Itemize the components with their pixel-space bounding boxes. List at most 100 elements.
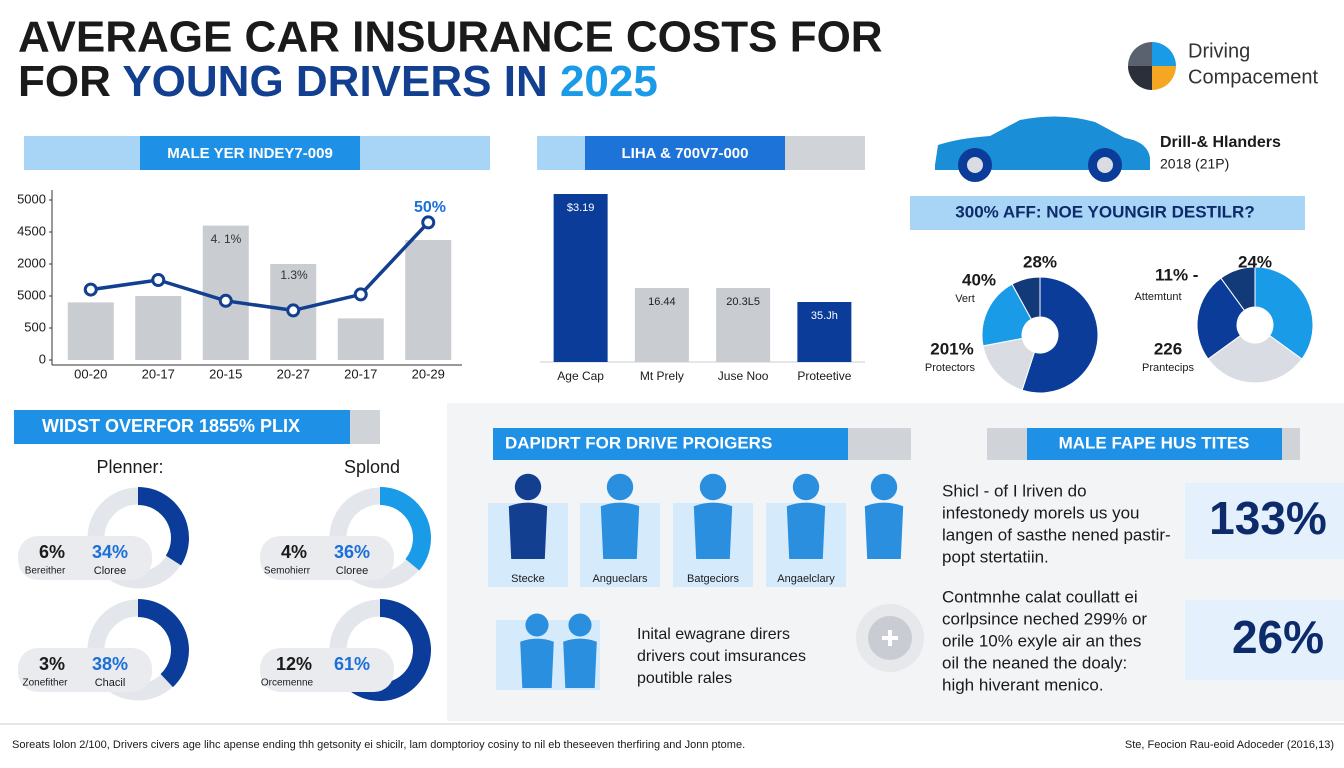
title-part: YOUNG DRIVERS IN — [122, 57, 547, 106]
gauge-caption: Chacil — [95, 677, 126, 689]
bar — [553, 194, 608, 362]
pie-slice — [1220, 266, 1256, 312]
banner — [140, 136, 360, 170]
gauge-side-label: 3% — [39, 654, 65, 674]
gauge-value: 36% — [334, 542, 370, 562]
gauge-pill — [18, 648, 152, 692]
title-part: FOR — [18, 57, 111, 106]
gauge-side-label: 6% — [39, 542, 65, 562]
people-title: DAPIDRT FOR DRIVE PROIGERS — [505, 433, 772, 452]
x-tick-label: 20-17 — [344, 366, 377, 381]
x-tick-label: 20-15 — [209, 366, 242, 381]
gauge-arc — [347, 599, 431, 701]
bar — [135, 296, 182, 360]
gauge-arc — [380, 487, 431, 571]
line — [90, 221, 430, 313]
line-point — [421, 215, 436, 230]
gauge-side-label: 4% — [281, 542, 307, 562]
person-body — [786, 502, 826, 559]
person-body — [600, 502, 640, 559]
paragraph-line: Contmnhe calat coullatt ei — [942, 587, 1138, 606]
paragraph-line: infestonedy morels us you — [942, 503, 1140, 522]
pie-slice — [1254, 266, 1314, 360]
person-head — [792, 473, 820, 501]
line-point — [286, 303, 301, 318]
line-point — [151, 273, 166, 287]
y-tick-label: 500 — [24, 319, 46, 334]
pie-slice — [981, 283, 1033, 347]
logo-text: Compacement — [1188, 66, 1319, 88]
person-label: Angaelclary — [777, 573, 835, 585]
title-line-2: FOR YOUNG DRIVERS IN 2025 — [18, 57, 658, 106]
pie-caption: Protectors — [925, 362, 976, 374]
person-head — [699, 473, 727, 501]
pie-label: 24% — [1238, 252, 1272, 271]
y-tick-label: 5000 — [17, 191, 46, 206]
title-part: 2025 — [560, 57, 658, 106]
paragraph-line: Shicl - of I lriven do — [942, 481, 1087, 500]
banner — [493, 428, 848, 460]
x-tick-label: 20-29 — [412, 366, 445, 381]
pie-caption: Vert — [955, 293, 975, 305]
bar — [405, 240, 452, 360]
x-tick-label: Age Cap — [557, 369, 604, 383]
paragraph-line: high hiverant menico. — [942, 675, 1104, 694]
bar — [634, 288, 689, 362]
line-point — [218, 293, 233, 308]
chart-title: LIHA & 700V7-000 — [621, 145, 748, 162]
pie-label: 226 — [1154, 339, 1182, 358]
gauge-caption: Cloree — [336, 565, 368, 577]
banner — [1027, 428, 1282, 460]
x-tick-label: 20-17 — [142, 366, 175, 381]
gauge-side-label: 12% — [276, 654, 312, 674]
person-body — [693, 502, 733, 559]
people-text: poutible rales — [637, 670, 732, 687]
footer-right: Ste, Feocion Rau-eoid Adoceder (2016,13) — [1125, 739, 1334, 751]
pie-slice — [1207, 334, 1303, 384]
stat-box — [1185, 600, 1344, 680]
pie-slice — [1021, 276, 1099, 394]
pie-label: 40% — [962, 270, 996, 289]
gauge-side-caption: Zonefither — [22, 678, 68, 689]
gauge-side-caption: Semohierr — [264, 566, 311, 577]
person-body — [563, 638, 597, 688]
panel-title: WIDST OVERFOR 1855% PLIX — [42, 416, 300, 436]
gauge-side-caption: Bereither — [25, 566, 66, 577]
y-tick-label: 2000 — [17, 255, 46, 270]
person-body — [864, 502, 904, 559]
logo-icon — [1128, 42, 1176, 90]
pie-slice — [1196, 277, 1246, 360]
person-head — [514, 473, 542, 501]
stat: 26% — [1232, 611, 1324, 663]
pie-caption: Attemtunt — [1134, 291, 1181, 303]
annotation: 1.3% — [280, 268, 308, 282]
person-head — [606, 473, 634, 501]
gauge-caption: Cloree — [94, 565, 126, 577]
x-tick-label: Proteetive — [797, 369, 851, 383]
person-label: Batgeciors — [687, 573, 739, 585]
pie-label: 201% — [930, 339, 973, 358]
pie-caption: Prantecips — [1142, 362, 1194, 374]
person-body — [520, 638, 554, 688]
gauge-pill — [18, 536, 152, 580]
gauge-value: 34% — [92, 542, 128, 562]
pie-label: 28% — [1023, 252, 1057, 271]
bar — [797, 302, 852, 362]
pie-label: 11% - — [1155, 265, 1198, 284]
people-text: Inital ewagrane dirers — [637, 626, 790, 643]
banner — [14, 410, 350, 444]
paragraph-line: corlpsince neched 299% or — [942, 609, 1147, 628]
x-tick-label: Mt Prely — [640, 369, 684, 383]
stat: 133% — [1209, 492, 1327, 544]
logo-text: Driving — [1188, 40, 1250, 62]
paragraph-line: popt stertatiin. — [942, 547, 1049, 566]
person-head — [525, 613, 549, 637]
x-tick-label: 00-20 — [74, 366, 107, 381]
title-line-1: AVERAGE CAR INSURANCE COSTS FOR — [18, 13, 883, 62]
person-label: Stecke — [511, 573, 545, 585]
bar-annotation: 16.44 — [648, 296, 676, 308]
gauge-side-caption: Orcemenne — [261, 678, 314, 689]
facts-title: MALE FAPE HUS TITES — [1059, 433, 1250, 452]
paragraph-line: oil the neaned the doaly: — [942, 653, 1127, 672]
